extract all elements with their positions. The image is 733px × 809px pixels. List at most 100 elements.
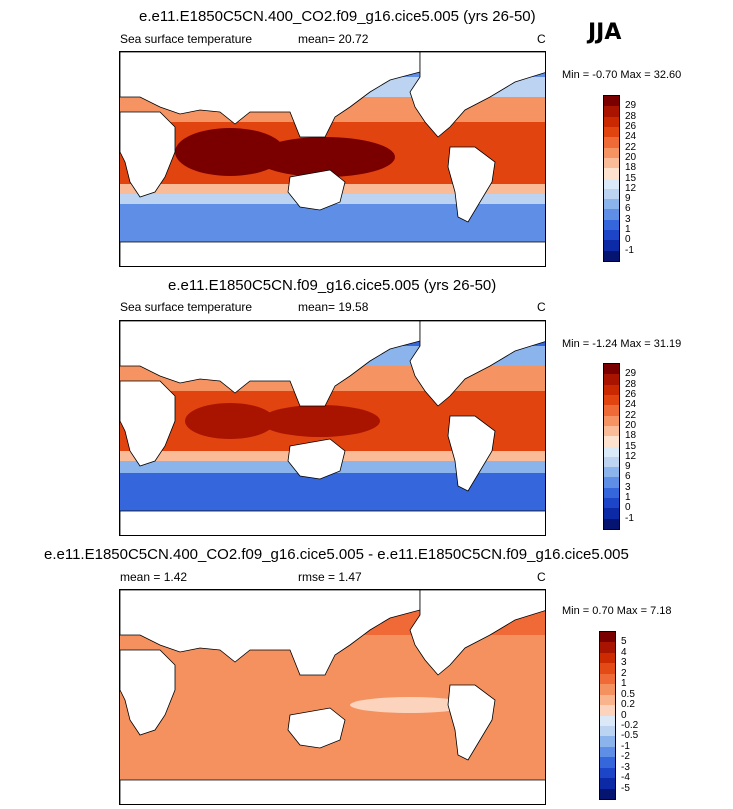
legend-tick-label: 22 (625, 141, 637, 153)
panel3-min-value: 0.70 (592, 605, 614, 617)
legend-tick-label: 4 (621, 646, 627, 658)
legend-tick-label: 9 (625, 461, 631, 473)
legend-tick-label: 20 (625, 151, 637, 163)
legend-tick-label: 29 (625, 100, 637, 112)
legend-tick-label: -3 (621, 761, 630, 773)
panel1-variable-label: Sea surface temperature (120, 32, 253, 46)
panel2-min-value: -1.24 (592, 338, 618, 350)
legend-tick-label: 0.2 (621, 699, 635, 711)
panel2-land-north-america (409, 321, 545, 407)
legend-swatch (604, 199, 619, 210)
legend-swatch (600, 705, 615, 716)
panel3-unit-label: C (537, 570, 546, 584)
panel1-minmax: Min = -0.70 Max = 32.60 (562, 69, 681, 81)
legend-swatch (604, 126, 619, 138)
legend-swatch (604, 364, 619, 375)
panel2-legend-bar (603, 363, 620, 530)
panel3-land-north-america (409, 590, 545, 676)
panel1-land-eurasia (120, 52, 421, 138)
legend-swatch (600, 673, 615, 685)
legend-swatch (604, 137, 619, 148)
panel2-minmax: Min = -1.24 Max = 31.19 (562, 338, 681, 350)
legend-tick-label: 0 (625, 502, 631, 514)
legend-tick-label: 5 (621, 636, 627, 648)
panel1-min-label: Min = (562, 69, 590, 81)
legend-tick-label: 26 (625, 388, 637, 400)
panel3-land-south-america (447, 684, 496, 761)
legend-swatch (600, 757, 615, 768)
legend-swatch (604, 508, 619, 519)
legend-swatch (604, 394, 619, 406)
legend-tick-label: 3 (625, 481, 631, 493)
legend-tick-label: 20 (625, 419, 637, 431)
legend-swatch (604, 96, 619, 107)
panel1-unit-label: C (537, 32, 546, 46)
legend-tick-label: -1 (625, 244, 634, 256)
panel2-land-south-america (447, 415, 496, 492)
panel2-title: e.e11.E1850C5CN.f09_g16.cice5.005 (yrs 2… (168, 277, 497, 294)
legend-tick-label: 3 (621, 657, 627, 669)
legend-tick-label: 0 (621, 709, 627, 721)
legend-tick-label: 12 (625, 450, 637, 462)
legend-tick-label: 28 (625, 110, 637, 122)
panel2-unit-label: C (537, 300, 546, 314)
legend-swatch (604, 456, 619, 468)
legend-tick-label: -1 (621, 740, 630, 752)
legend-tick-label: 2 (621, 667, 627, 679)
legend-tick-label: 24 (625, 131, 637, 143)
panel3-title: e.e11.E1850C5CN.400_CO2.f09_g16.cice5.00… (44, 546, 629, 563)
panel3-low-anomaly-pacific (350, 697, 470, 713)
legend-tick-label: 12 (625, 182, 637, 194)
panel1-warm-pool-indian (175, 128, 285, 176)
legend-tick-label: 18 (625, 162, 637, 174)
legend-swatch (604, 405, 619, 416)
panel2-land-africa (120, 380, 176, 467)
panel1-map-svg (120, 52, 545, 266)
legend-swatch (604, 498, 619, 509)
panel1-max-label: Max = (620, 69, 651, 81)
legend-swatch (604, 518, 619, 529)
panel2-max-value: 31.19 (653, 338, 682, 350)
panel3-map (119, 589, 546, 805)
legend-swatch (600, 788, 615, 799)
panel1-land-antarctica (120, 241, 545, 266)
panel2-land-eurasia (120, 321, 421, 407)
panel2-land-antarctica (120, 510, 545, 535)
legend-swatch (604, 178, 619, 189)
legend-tick-label: 15 (625, 440, 637, 452)
legend-tick-label: 1 (625, 492, 631, 504)
panel2-warm-pool-indian (185, 403, 275, 439)
legend-tick-label: -0.2 (621, 719, 639, 731)
legend-tick-label: 6 (625, 203, 631, 215)
legend-swatch (604, 384, 619, 395)
legend-swatch (604, 106, 619, 117)
legend-tick-label: 18 (625, 430, 637, 442)
panel3-land-africa (120, 649, 176, 736)
legend-swatch (604, 116, 619, 127)
panel2-map (119, 320, 546, 536)
legend-tick-label: 0.5 (621, 688, 635, 700)
panel1-land-africa (120, 111, 176, 198)
legend-swatch (604, 250, 619, 261)
panel3-minmax: Min = 0.70 Max = 7.18 (562, 605, 672, 617)
panel1-mean-label: mean= 20.72 (298, 32, 369, 46)
panel3-max-label: Max = (616, 605, 648, 617)
legend-swatch (600, 684, 615, 695)
panel1-land-australia (287, 169, 346, 211)
season-label: JJA (588, 20, 622, 45)
legend-tick-label: -0.5 (621, 730, 639, 742)
legend-swatch (604, 219, 619, 231)
panel1-min-value: -0.70 (592, 69, 618, 81)
legend-swatch (604, 467, 619, 478)
legend-swatch (604, 147, 619, 158)
legend-tick-label: 6 (625, 471, 631, 483)
legend-swatch (604, 446, 619, 457)
panel3-land-australia (287, 707, 346, 749)
legend-tick-label: 1 (625, 224, 631, 236)
legend-swatch (604, 477, 619, 488)
legend-swatch (600, 778, 615, 789)
legend-swatch (604, 487, 619, 499)
legend-swatch (600, 736, 615, 747)
panel1-title: e.e11.E1850C5CN.400_CO2.f09_g16.cice5.00… (139, 8, 536, 25)
legend-swatch (604, 415, 619, 426)
